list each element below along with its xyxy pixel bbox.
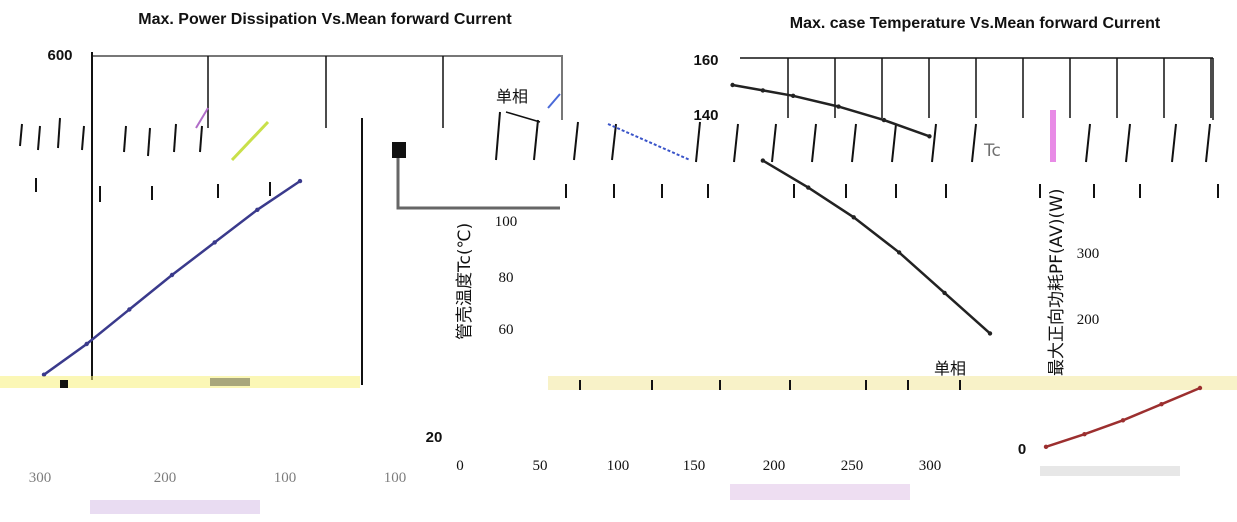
scan-artifact-row — [548, 376, 1237, 390]
y-tick-label: 60 — [499, 322, 514, 338]
data-point — [255, 207, 260, 213]
x-tick-label: 100 — [607, 458, 630, 474]
y-tick-label: 200 — [1077, 312, 1100, 328]
gridlines — [787, 58, 1212, 118]
x-tick-label: 300 — [29, 470, 52, 486]
artifact-streak — [195, 107, 209, 129]
series-line — [43, 180, 301, 376]
data-point — [212, 240, 217, 245]
xlabel-artifact — [90, 500, 260, 514]
scan-artifact-row — [0, 376, 360, 388]
data-point — [942, 290, 947, 296]
stray-frame — [396, 148, 560, 210]
data-point — [896, 250, 902, 255]
annotation-leader — [505, 111, 541, 123]
y-tick-label: 300 — [1077, 246, 1100, 262]
scan-artifact-row — [495, 111, 1219, 198]
data-point — [760, 88, 766, 93]
x-tick-label: 100 — [384, 470, 407, 486]
x-tick-label: 50 — [533, 458, 548, 474]
x-tick-label: 0 — [456, 458, 464, 474]
x-tick-labels: 300 200 100 100 — [29, 470, 407, 486]
data-point — [297, 178, 303, 184]
data-point — [760, 158, 766, 163]
data-point — [127, 307, 132, 312]
data-point — [41, 372, 47, 377]
x-tick-labels: 0 50 100 150 200 250 300 — [456, 458, 941, 474]
artifact-streak — [230, 120, 270, 162]
x-tick-label: 100 — [274, 470, 297, 486]
data-point — [1082, 431, 1087, 437]
y-tick-label: 80 — [499, 270, 514, 286]
x-tick-label: 200 — [154, 470, 177, 486]
series-line-lower — [762, 159, 991, 335]
forward-power-chart: 最大正向功耗PF(AV)(W) 300 200 0 — [1018, 188, 1203, 476]
data-point — [836, 104, 841, 109]
data-point — [84, 341, 89, 347]
data-point — [730, 82, 735, 88]
power-dissipation-chart: Max. Power Dissipation Vs.Mean forward C… — [0, 11, 563, 514]
stray-glyph — [392, 142, 406, 158]
annotation-label: 单相 — [934, 359, 966, 378]
series-line — [1045, 386, 1201, 448]
y-tick-label: 160 — [693, 52, 718, 69]
artifact-streak — [1050, 110, 1056, 162]
data-point — [987, 331, 993, 336]
xtick-artifact — [1040, 466, 1180, 476]
y-tick-label: 600 — [47, 47, 72, 64]
chart-title: Max. Power Dissipation Vs.Mean forward C… — [138, 11, 512, 28]
x-tick-label: 150 — [683, 458, 706, 474]
data-point — [1197, 385, 1203, 391]
data-point — [1043, 444, 1049, 450]
scan-artifact-row — [19, 117, 271, 202]
data-point — [881, 117, 887, 123]
data-point — [806, 185, 811, 190]
data-point — [927, 134, 932, 139]
chart-title: Max. case Temperature Vs.Mean forward Cu… — [790, 15, 1161, 32]
x-tick-label: 200 — [763, 458, 786, 474]
annotation-label: 单相 — [496, 87, 528, 106]
y-tick-label: 100 — [495, 214, 518, 230]
xlabel-artifact — [730, 484, 910, 500]
gridlines — [207, 56, 444, 385]
y-tick-label: 20 — [426, 429, 443, 446]
series-line-upper — [732, 83, 930, 138]
data-point — [1120, 418, 1126, 423]
artifact-streak — [607, 123, 691, 161]
x-tick-label: 300 — [919, 458, 942, 474]
x-tick-label: 250 — [841, 458, 864, 474]
y-axis-label: 管壳温度Tc(℃) — [455, 223, 475, 340]
data-point — [851, 215, 856, 220]
y-tick-label: 140 — [693, 107, 718, 124]
y-tick-label: 0 — [1018, 441, 1026, 458]
data-point — [169, 272, 175, 278]
tc-fragment: Tc — [983, 141, 1001, 161]
annotation-leader — [547, 93, 561, 109]
data-point — [790, 93, 796, 99]
case-temperature-chart: Max. case Temperature Vs.Mean forward Cu… — [392, 15, 1237, 500]
data-point — [1159, 401, 1164, 407]
plot-frame — [92, 55, 563, 120]
y-axis-label: 最大正向功耗PF(AV)(W) — [1047, 188, 1067, 376]
